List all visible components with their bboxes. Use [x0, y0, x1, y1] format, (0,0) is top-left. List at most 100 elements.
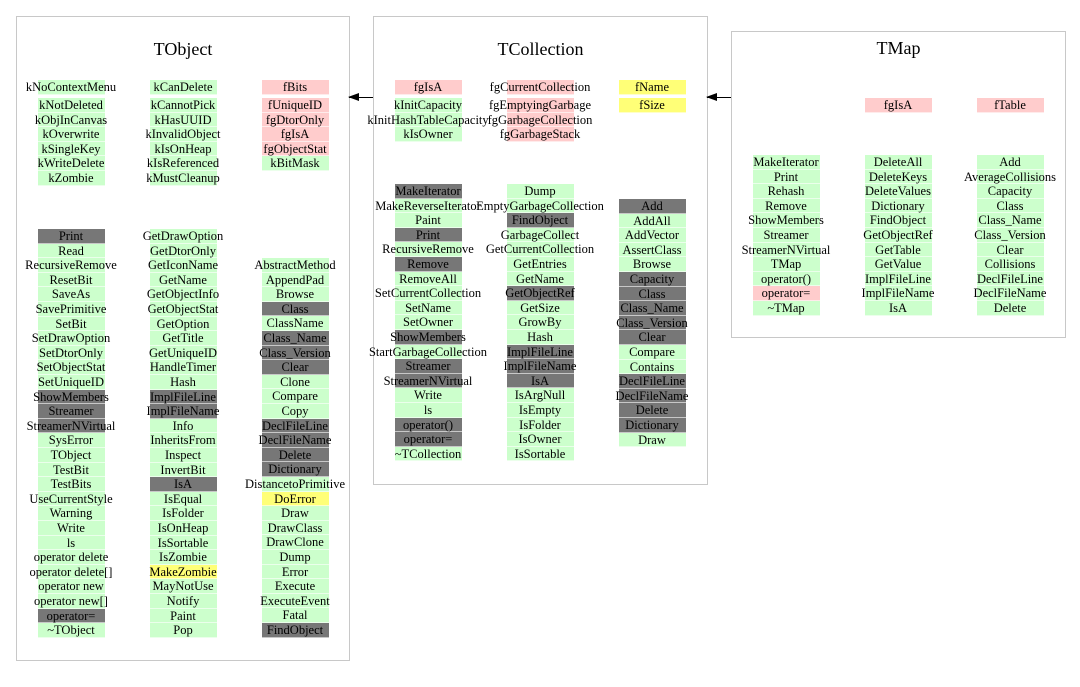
- class-member[interactable]: Class: [261, 301, 329, 317]
- class-member[interactable]: SavePrimitive: [36, 302, 106, 317]
- class-member[interactable]: fBits: [261, 80, 329, 95]
- class-member[interactable]: fgEmptyingGarbage: [489, 98, 591, 113]
- class-member[interactable]: Compare: [261, 389, 329, 404]
- class-member[interactable]: DeclFileName: [259, 433, 331, 448]
- class-member[interactable]: kInvalidObject: [146, 127, 220, 142]
- class-member[interactable]: ImplFileName: [147, 404, 219, 419]
- class-member[interactable]: kInitCapacity: [394, 98, 462, 113]
- class-member[interactable]: GetObjectRef: [863, 228, 933, 243]
- class-member[interactable]: StreamerNVirtual: [384, 373, 472, 389]
- class-member[interactable]: operator new: [37, 579, 105, 594]
- class-member[interactable]: ShowMembers: [33, 389, 109, 405]
- class-member[interactable]: SetName: [394, 300, 462, 316]
- class-member[interactable]: Class_Version: [616, 315, 688, 331]
- class-member[interactable]: ~TMap: [752, 301, 820, 316]
- class-member[interactable]: ImplFileName: [862, 286, 934, 301]
- class-member[interactable]: IsArgNull: [506, 388, 574, 403]
- class-member[interactable]: DeclFileLine: [976, 271, 1044, 287]
- class-member[interactable]: fName: [618, 80, 686, 95]
- class-member[interactable]: IsSortable: [506, 446, 574, 462]
- class-member[interactable]: ExecuteEvent: [260, 593, 330, 609]
- class-member[interactable]: GetDtorOnly: [149, 243, 217, 259]
- class-member[interactable]: RecursiveRemove: [382, 242, 474, 257]
- class-member[interactable]: operator=: [37, 608, 105, 624]
- class-member[interactable]: SetCurrentCollection: [375, 286, 481, 301]
- class-member[interactable]: kIsOnHeap: [149, 141, 217, 157]
- class-member[interactable]: IsA: [864, 301, 932, 316]
- class-member[interactable]: fgGarbageCollection: [488, 112, 592, 128]
- class-member[interactable]: Paint: [149, 608, 217, 624]
- class-member[interactable]: GetDrawOption: [143, 229, 223, 244]
- class-member[interactable]: DrawClone: [261, 535, 329, 550]
- class-member[interactable]: MakeReverseIterator: [375, 198, 481, 214]
- class-member[interactable]: DeleteValues: [864, 184, 932, 199]
- class-member[interactable]: DeleteKeys: [864, 169, 932, 185]
- class-member[interactable]: FindObject: [506, 213, 574, 228]
- class-member[interactable]: MakeZombie: [149, 564, 217, 580]
- class-member[interactable]: GetOption: [149, 316, 217, 332]
- class-member[interactable]: DoError: [261, 491, 329, 507]
- class-member[interactable]: operator(): [752, 271, 820, 287]
- class-member[interactable]: Notify: [149, 594, 217, 609]
- class-member[interactable]: HandleTimer: [149, 360, 217, 375]
- class-member[interactable]: ClassName: [261, 316, 329, 331]
- class-member[interactable]: fgGarbageStack: [500, 127, 580, 142]
- class-member[interactable]: IsOnHeap: [149, 521, 217, 536]
- class-member[interactable]: Info: [149, 418, 217, 434]
- class-member[interactable]: Dump: [261, 550, 329, 565]
- class-member[interactable]: operator new[]: [34, 594, 108, 609]
- class-member[interactable]: StreamerNVirtual: [742, 242, 830, 258]
- class-member[interactable]: kSingleKey: [37, 141, 105, 157]
- class-member[interactable]: Class_Name: [261, 331, 329, 346]
- class-member[interactable]: Write: [37, 521, 105, 536]
- class-member[interactable]: ls: [37, 535, 105, 551]
- class-member[interactable]: kWriteDelete: [37, 156, 105, 171]
- class-member[interactable]: SetBit: [37, 316, 105, 332]
- class-member[interactable]: GetTitle: [149, 331, 217, 346]
- class-member[interactable]: SetUniqueID: [37, 375, 105, 390]
- class-member[interactable]: IsZombie: [149, 550, 217, 565]
- class-member[interactable]: Pop: [149, 623, 217, 638]
- class-member[interactable]: operator delete: [34, 550, 108, 565]
- class-member[interactable]: Streamer: [394, 359, 462, 374]
- class-member[interactable]: DrawClass: [261, 520, 329, 536]
- class-member[interactable]: Capacity: [618, 272, 686, 287]
- class-member[interactable]: Class: [618, 286, 686, 302]
- class-member[interactable]: DeleteAll: [864, 155, 932, 170]
- class-member[interactable]: Clear: [976, 242, 1044, 258]
- class-member[interactable]: GetSize: [506, 300, 574, 316]
- class-member[interactable]: ResetBit: [37, 272, 105, 288]
- class-member[interactable]: IsEmpty: [506, 403, 574, 418]
- class-member[interactable]: GetIconName: [148, 258, 218, 273]
- class-member[interactable]: Clear: [618, 330, 686, 345]
- class-member[interactable]: GetName: [506, 271, 574, 287]
- class-member[interactable]: fgIsA: [864, 98, 932, 113]
- class-member[interactable]: Paint: [394, 213, 462, 228]
- class-member[interactable]: fgDtorOnly: [261, 112, 329, 128]
- class-member[interactable]: AppendPad: [261, 272, 329, 288]
- class-member[interactable]: kCanDelete: [149, 80, 217, 95]
- class-member[interactable]: Class_Name: [976, 213, 1044, 228]
- class-member[interactable]: Capacity: [976, 184, 1044, 199]
- class-member[interactable]: fgIsA: [394, 80, 462, 95]
- class-member[interactable]: Write: [394, 388, 462, 403]
- class-member[interactable]: kObjInCanvas: [35, 112, 107, 128]
- class-member[interactable]: EmptyGarbageCollection: [476, 198, 604, 214]
- class-member[interactable]: Dictionary: [261, 462, 329, 477]
- class-member[interactable]: Warning: [37, 506, 105, 521]
- class-member[interactable]: RecursiveRemove: [25, 258, 117, 273]
- class-member[interactable]: SetDrawOption: [32, 331, 110, 346]
- class-member[interactable]: MayNotUse: [149, 579, 217, 594]
- class-member[interactable]: Fatal: [261, 608, 329, 623]
- class-member[interactable]: operator=: [394, 432, 462, 447]
- class-member[interactable]: TestBit: [37, 462, 105, 478]
- class-member[interactable]: TMap: [752, 257, 820, 272]
- class-member[interactable]: StreamerNVirtual: [27, 418, 115, 434]
- class-member[interactable]: FindObject: [864, 213, 932, 228]
- class-member[interactable]: AssertClass: [618, 242, 686, 258]
- class-member[interactable]: Collisions: [976, 257, 1044, 272]
- class-member[interactable]: Compare: [618, 345, 686, 360]
- class-member[interactable]: fUniqueID: [261, 98, 329, 113]
- class-member[interactable]: ImplFileName: [504, 359, 576, 374]
- class-member[interactable]: Browse: [618, 257, 686, 272]
